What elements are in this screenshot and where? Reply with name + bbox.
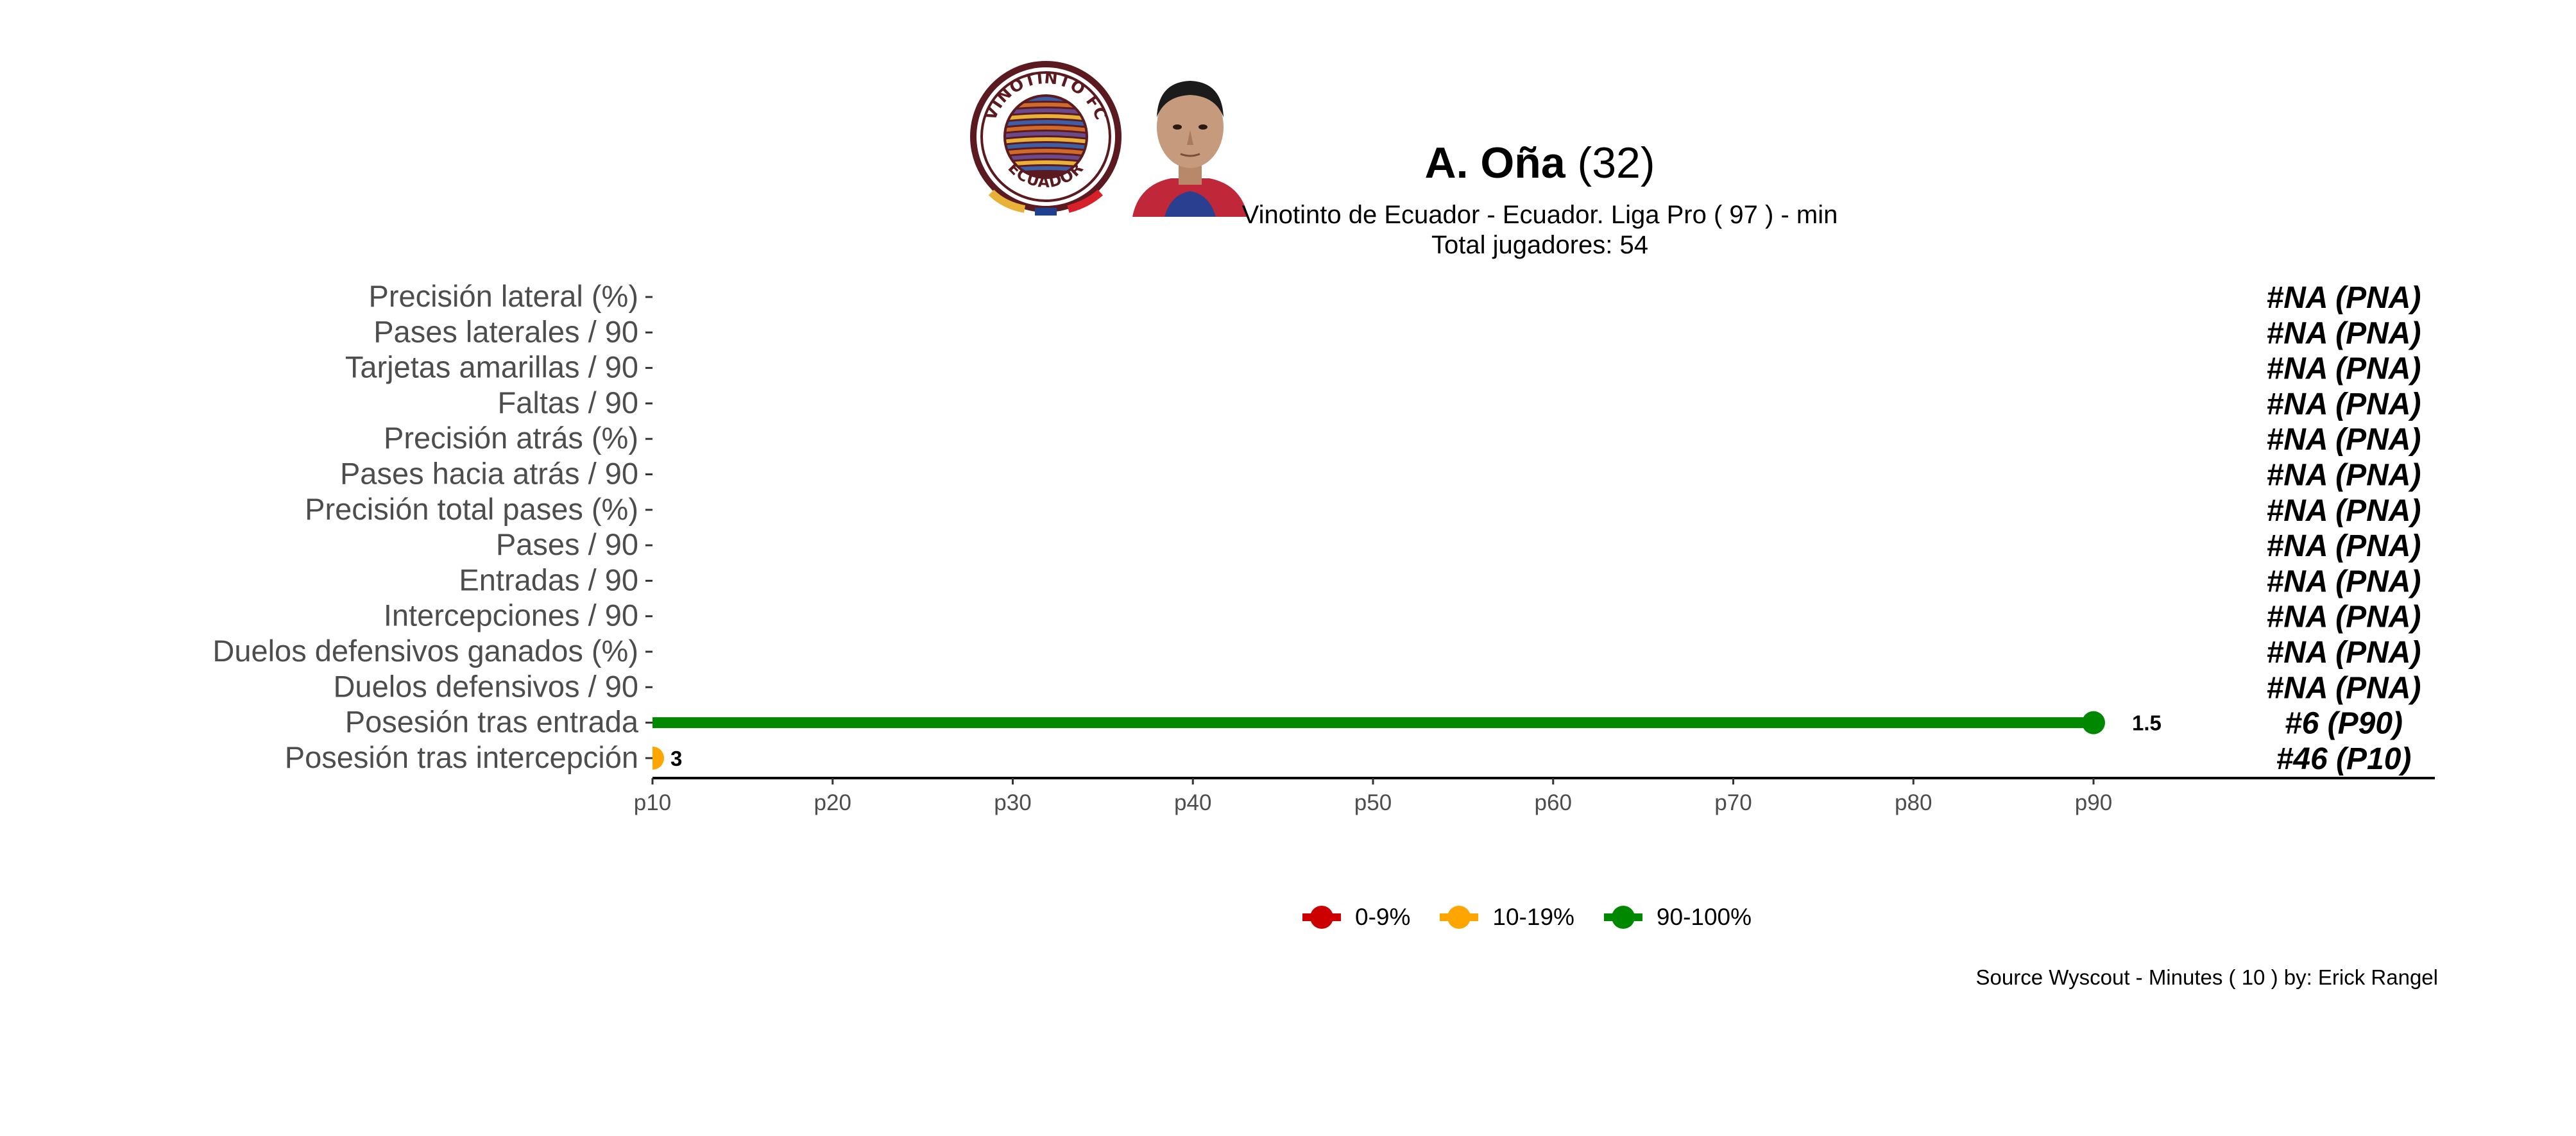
rank-label: #NA (PNA) <box>2267 316 2421 350</box>
x-tick-label: p70 <box>1714 790 1752 815</box>
rank-label: #NA (PNA) <box>2267 671 2421 705</box>
legend-item: 90-100% <box>1603 904 1752 931</box>
metric-row: Duelos defensivos / 90 #NA (PNA) <box>333 669 2421 705</box>
metric-label: Duelos defensivos / 90 <box>333 669 638 703</box>
source-caption: Source Wyscout - Minutes ( 10 ) by: Eric… <box>1975 965 2438 989</box>
metric-label: Pases / 90 <box>496 527 638 561</box>
rank-label: #NA (PNA) <box>2267 352 2421 386</box>
player-avatar-icon <box>1132 81 1248 217</box>
x-tick-label: p90 <box>2075 790 2112 815</box>
value-label: 3 <box>670 747 682 770</box>
logo-stripe <box>1006 131 1086 139</box>
metric-label: Precisión lateral (%) <box>368 279 638 313</box>
x-tick-label: p20 <box>814 790 851 815</box>
legend-label: 10-19% <box>1492 904 1574 930</box>
legend-key-red <box>1302 906 1341 929</box>
metric-row: Posesión tras entrada 1.5 #6 (P90) <box>345 705 2403 741</box>
logo-stripe <box>1006 143 1086 150</box>
metric-label: Pases hacia atrás / 90 <box>340 457 638 491</box>
legend: 0-9% 10-19% 90-100% <box>1302 898 1752 937</box>
legend-key-orange <box>1440 906 1479 929</box>
player-subtitle: Vinotinto de Ecuador - Ecuador. Liga Pro… <box>1241 201 1838 229</box>
metric-row: Precisión atrás (%) #NA (PNA) <box>384 421 2421 457</box>
x-tick-label: p80 <box>1895 790 1932 815</box>
logo-stripe <box>1006 126 1086 133</box>
total-players: Total jugadores: 54 <box>1431 231 1648 259</box>
legend-item: 10-19% <box>1440 904 1574 931</box>
x-tick-label: p30 <box>994 790 1031 815</box>
player-title: A. Oña (32) <box>1283 141 1796 185</box>
rank-label: #NA (PNA) <box>2267 494 2421 528</box>
rank-label: #NA (PNA) <box>2267 600 2421 634</box>
metric-row: Posesión tras intercepción 3 #46 (P10) <box>285 740 2412 776</box>
x-axis: p10 p20 p30 p40 p50 p60 p70 p80 p90 <box>634 777 2435 815</box>
rank-label: #NA (PNA) <box>2267 281 2421 315</box>
metric-row: Precisión lateral (%) #NA (PNA) <box>368 279 2421 315</box>
x-tick-label: p40 <box>1174 790 1211 815</box>
metric-label: Faltas / 90 <box>498 386 638 420</box>
metric-label: Duelos defensivos ganados (%) <box>212 634 638 668</box>
club-logo: VINOTINTO FC ECUADOR <box>966 56 1126 217</box>
metric-row: Entradas / 90 #NA (PNA) <box>459 563 2421 598</box>
player-photo <box>1126 56 1254 217</box>
metric-label: Entradas / 90 <box>459 563 638 597</box>
metric-label: Precisión atrás (%) <box>384 421 638 455</box>
metric-label: Posesión tras intercepción <box>285 740 638 774</box>
metric-row: Duelos defensivos ganados (%) #NA (PNA) <box>212 634 2421 670</box>
metric-label: Posesión tras entrada <box>345 705 639 739</box>
logo-stripe <box>1006 137 1086 144</box>
metric-row: Intercepciones / 90 #NA (PNA) <box>384 598 2421 634</box>
chart-header: VINOTINTO FC ECUADOR A. Oña (32) <box>0 0 2576 269</box>
x-tick-label: p10 <box>634 790 671 815</box>
rank-label: #NA (PNA) <box>2267 387 2421 421</box>
rank-label: #NA (PNA) <box>2267 636 2421 670</box>
metric-label: Intercepciones / 90 <box>384 598 638 632</box>
metric-label: Pases laterales / 90 <box>373 314 638 348</box>
club-crest-icon: VINOTINTO FC ECUADOR <box>970 61 1122 216</box>
lollipop-dot <box>2082 711 2105 734</box>
chart-rows: Precisión lateral (%) #NA (PNA)Pases late… <box>212 279 2421 776</box>
metric-row: Pases laterales / 90 #NA (PNA) <box>373 314 2421 350</box>
player-name: A. Oña <box>1424 139 1565 187</box>
legend-item: 0-9% <box>1302 904 1410 931</box>
legend-key-green <box>1603 906 1642 929</box>
legend-label: 90-100% <box>1656 904 1752 930</box>
rank-label: #46 (P10) <box>2276 742 2412 776</box>
metric-row: Pases hacia atrás / 90 #NA (PNA) <box>340 457 2421 493</box>
rank-label: #NA (PNA) <box>2267 423 2421 457</box>
metric-label: Precisión total pases (%) <box>305 492 638 526</box>
metric-row: Faltas / 90 #NA (PNA) <box>498 386 2421 421</box>
rank-label: #6 (P90) <box>2285 707 2403 741</box>
metric-row: Pases / 90 #NA (PNA) <box>496 527 2421 563</box>
metric-row: Tarjetas amarillas / 90 #NA (PNA) <box>345 350 2421 386</box>
legend-label: 0-9% <box>1355 904 1411 930</box>
value-label: 1.5 <box>2132 711 2162 735</box>
metric-label: Tarjetas amarillas / 90 <box>345 350 638 384</box>
x-tick-label: p50 <box>1354 790 1392 815</box>
player-age: (32) <box>1577 139 1655 187</box>
lollipop-dot <box>653 746 664 770</box>
metric-row: Precisión total pases (%) #NA (PNA) <box>305 492 2421 528</box>
rank-label: #NA (PNA) <box>2267 529 2421 563</box>
logo-stripe <box>1006 120 1086 127</box>
x-tick-label: p60 <box>1535 790 1572 815</box>
rank-label: #NA (PNA) <box>2267 564 2421 598</box>
rank-label: #NA (PNA) <box>2267 459 2421 493</box>
